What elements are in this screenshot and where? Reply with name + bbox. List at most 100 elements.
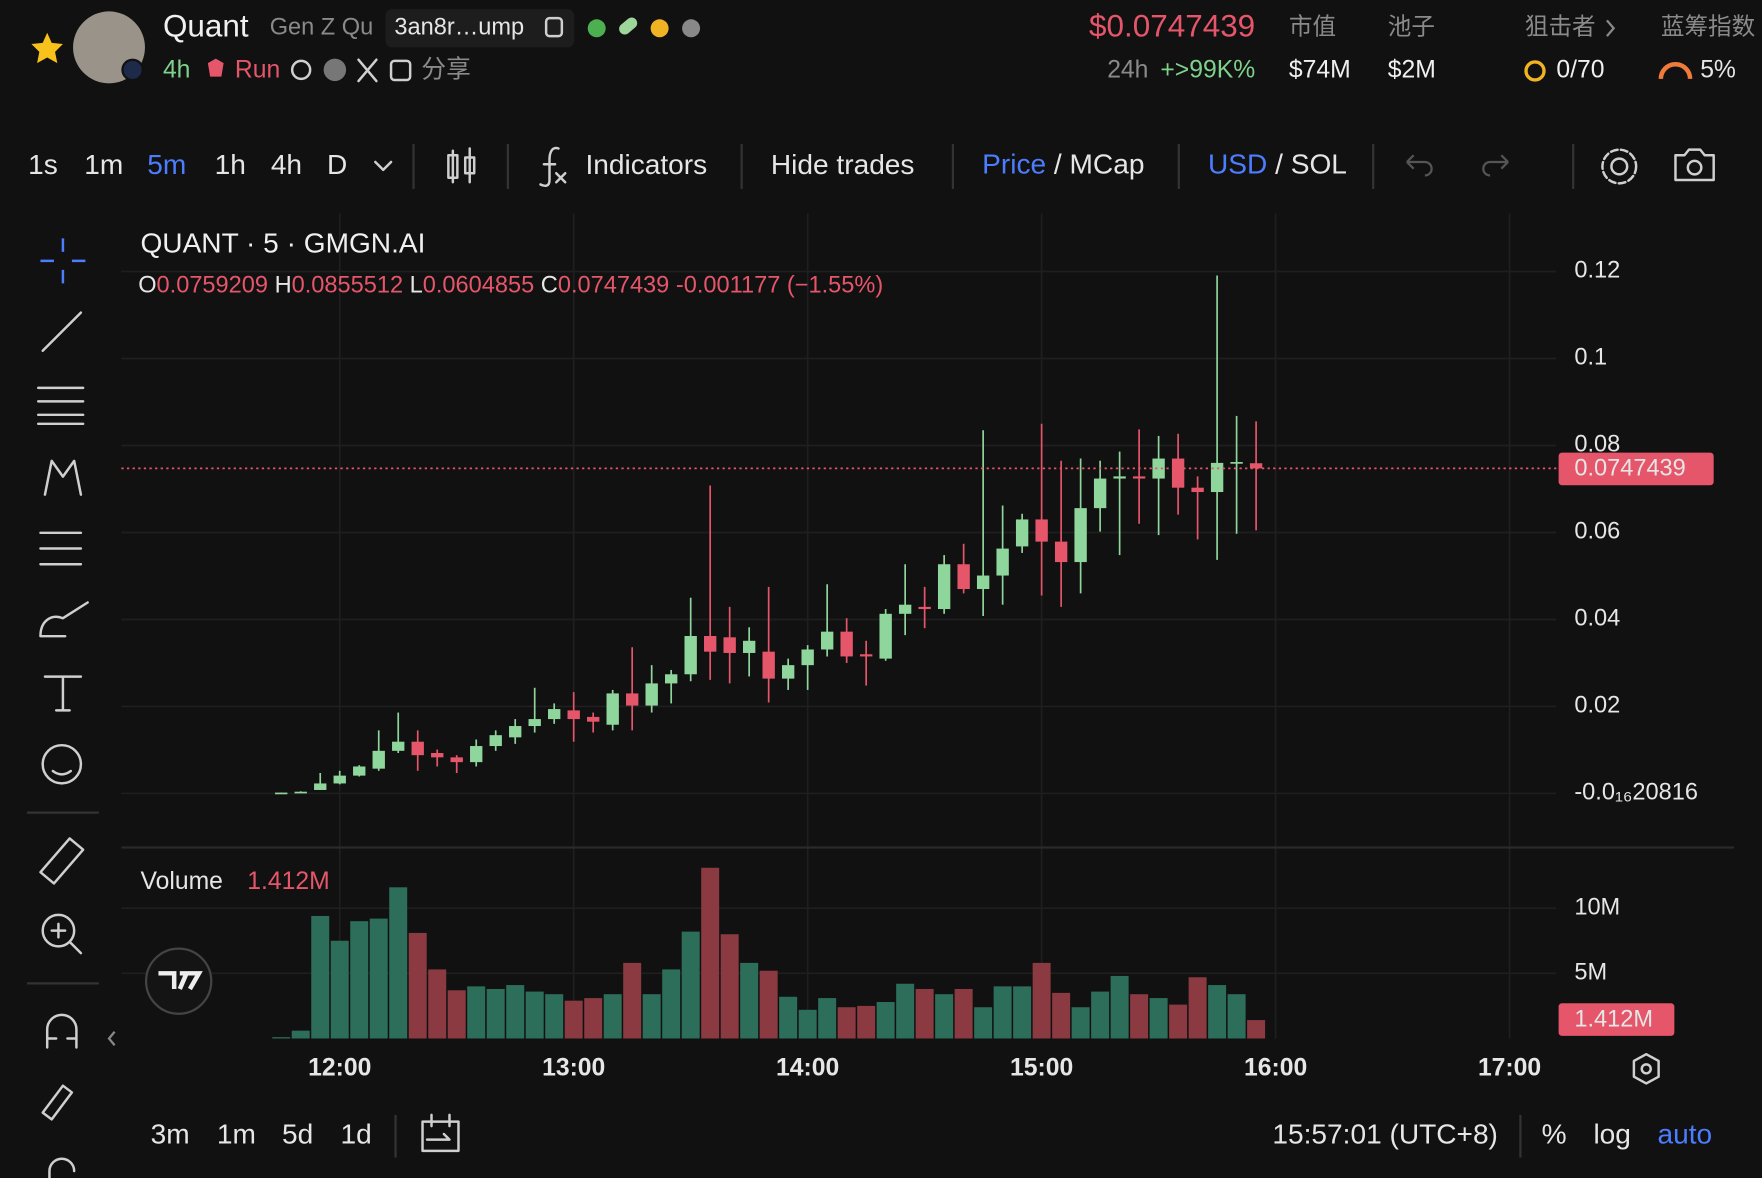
favorite-star[interactable] [31,32,63,64]
candle-body [333,775,346,784]
sniper-label: 狙击者 [1525,13,1596,39]
emoji-tool[interactable] [41,743,83,785]
price-option[interactable]: Price [982,149,1046,180]
candle-body [723,637,736,653]
magnet-tool[interactable] [45,1013,78,1049]
candle-body [840,631,853,657]
text-tool[interactable] [43,675,83,712]
candle-body [509,726,522,738]
volume-bar [350,921,369,1039]
trend-line-tool[interactable] [41,311,83,353]
projection-tool[interactable] [39,531,83,566]
more-tool[interactable] [48,1157,76,1178]
web-icon[interactable] [323,58,347,82]
range[interactable]: 5d [282,1119,313,1150]
indicators[interactable]: Indicators [585,149,707,180]
share[interactable]: 分享 [421,55,470,83]
sniper-icon [1524,60,1546,82]
range[interactable]: 1m [217,1119,256,1150]
range[interactable]: 3m [151,1119,190,1150]
volume-bar [447,990,466,1039]
crosshair-tool[interactable] [40,238,86,284]
percent-toggle[interactable]: % [1542,1119,1567,1150]
x-tick-label: 14:00 [776,1054,839,1081]
settings-icon[interactable] [1610,157,1629,176]
last-volume-label: 1.412M [1574,1005,1653,1031]
interval[interactable]: 1m [84,149,123,180]
brush-tool[interactable] [39,601,89,638]
chart-type-icon[interactable] [447,147,476,184]
x-icon[interactable] [357,58,378,83]
volume-bar [1169,1004,1188,1039]
candle-body [937,564,951,610]
log-toggle[interactable]: log [1593,1119,1630,1150]
volume-bar [1071,1007,1090,1039]
search-icon[interactable] [290,59,312,81]
usd-option[interactable]: USD [1208,149,1267,180]
interval[interactable]: 1s [28,149,58,180]
candle-body [1191,487,1204,493]
candle-body [859,654,873,657]
interval-dropdown[interactable] [374,160,393,172]
ohlc-letter: C [541,272,558,298]
address-box[interactable] [385,9,575,48]
volume-bar [759,970,778,1039]
range[interactable]: 1d [340,1119,371,1150]
zoom-tool[interactable] [41,913,76,948]
interval[interactable]: D [327,149,347,180]
chevron[interactable] [1606,19,1616,37]
candle-body [431,753,444,758]
x-tick-label: 17:00 [1478,1054,1541,1081]
candle-body [1171,458,1185,488]
mcap-option[interactable]: MCap [1070,149,1145,180]
tradingview-logo[interactable] [144,947,213,1015]
volume-bar [272,1037,291,1039]
interval[interactable]: 1h [215,149,246,180]
interval[interactable]: 5m [147,149,186,180]
volume-bar [389,887,408,1039]
axis-settings[interactable] [1632,1052,1660,1085]
undo[interactable] [1406,154,1433,177]
settings-gear[interactable] [1601,148,1638,185]
y-tick-label: 0.06 [1574,518,1620,544]
ruler-tool[interactable] [39,837,85,885]
sniper: 0/70 [1556,56,1604,83]
candle-body [567,710,580,720]
collapse-toggle[interactable] [107,1031,116,1046]
sol-option[interactable]: SOL [1291,149,1347,180]
volume-bar [408,932,427,1039]
lock-tool[interactable] [41,1084,74,1121]
price-mcap-toggle[interactable]: Price / MCap [982,149,1144,180]
candle-body [1054,541,1068,563]
volume-bar [1149,998,1168,1039]
copy-icon[interactable] [544,16,564,38]
hide-trades[interactable]: Hide trades [771,149,915,180]
candle-body [898,604,912,614]
candle-body [450,757,463,763]
volume-bar [564,1000,583,1039]
mcap: $74M [1289,56,1351,83]
candle-body [879,613,892,659]
fx-icon[interactable] [539,146,567,188]
pattern-tool[interactable] [43,459,83,496]
range-group: 3m 1m 5d 1d [151,1119,372,1150]
candle-body [528,719,541,727]
candle-body [1113,476,1126,479]
date-range-icon[interactable] [421,1113,460,1153]
low-value: 0.0604855 [423,272,534,298]
share-icon[interactable] [389,59,412,82]
volume-bar [1052,992,1071,1039]
address[interactable]: 3an8r…ump [394,13,524,39]
auto-toggle[interactable]: auto [1657,1119,1712,1150]
candle-body [1132,476,1146,479]
run-icon [207,58,224,77]
volume-bar [1110,975,1129,1039]
fib-tool[interactable] [36,386,85,426]
redo[interactable] [1482,154,1509,177]
currency-toggle[interactable]: USD / SOL [1208,149,1347,180]
interval[interactable]: 4h [271,149,302,180]
camera-icon[interactable] [1674,148,1715,182]
candle-body [489,735,502,747]
volume-bar [779,996,798,1039]
